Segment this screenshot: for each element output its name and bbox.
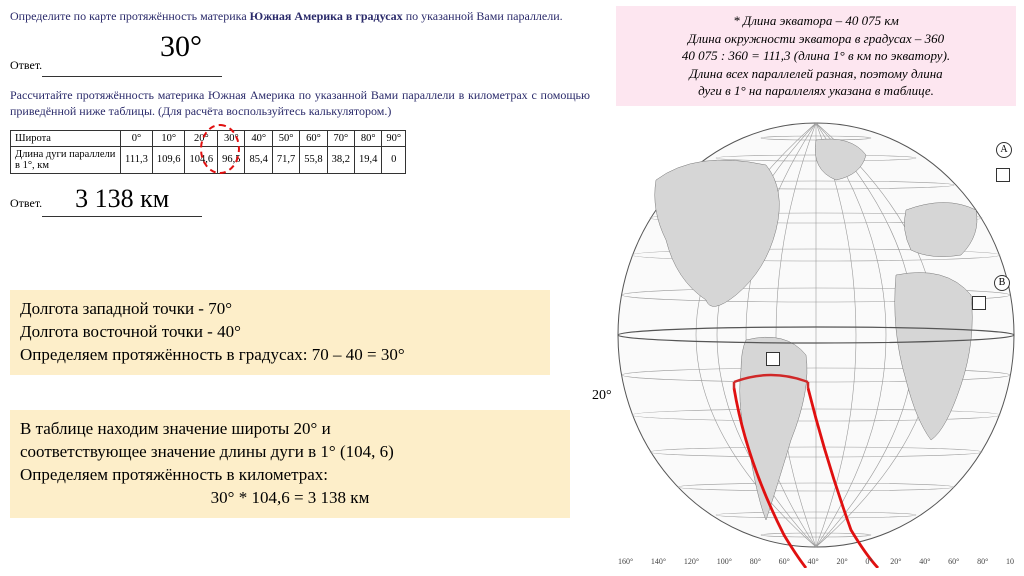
c7: 70°: [327, 130, 354, 146]
lon: 40°: [808, 557, 819, 566]
c3: 30°: [218, 130, 245, 146]
c1: 10°: [152, 130, 185, 146]
v9: 0: [382, 146, 406, 173]
answer1-label: Ответ.: [10, 58, 42, 73]
y1l2: Долгота восточной точки - 40°: [20, 321, 540, 344]
lon: 80°: [977, 557, 988, 566]
task1-text: Определите по карте протяжённость матери…: [10, 8, 590, 24]
v6: 55,8: [300, 146, 327, 173]
c6: 60°: [300, 130, 327, 146]
y1l3: Определяем протяжённость в градусах: 70 …: [20, 344, 540, 367]
c5: 50°: [272, 130, 299, 146]
lon: 60°: [948, 557, 959, 566]
left-column: Определите по карте протяжённость матери…: [10, 8, 590, 227]
y2l4: 30° * 104,6 = 3 138 км: [20, 487, 560, 510]
table-row: Широта 0° 10° 20° 30° 40° 50° 60° 70° 80…: [11, 130, 406, 146]
t1c: по указанной Вами параллели.: [403, 9, 563, 23]
lon-axis: 160° 140° 120° 100° 80° 60° 40° 20° 0° 2…: [618, 557, 1014, 566]
table-row: Длина дуги параллели в 1°, км 111,3 109,…: [11, 146, 406, 173]
task2-text: Рассчитайте протяжённость материка Южная…: [10, 87, 590, 119]
explain-box-1: Долгота западной точки - 70° Долгота вос…: [10, 290, 550, 375]
c9: 90°: [382, 130, 406, 146]
v7: 38,2: [327, 146, 354, 173]
v5: 71,7: [272, 146, 299, 173]
map-svg: [616, 120, 1016, 568]
v4: 85,4: [245, 146, 272, 173]
lon: 60°: [779, 557, 790, 566]
row2-label: Длина дуги параллели в 1°, км: [11, 146, 121, 173]
y2l2: соответствующее значение длины дуги в 1°…: [20, 441, 560, 464]
latitude-table: Широта 0° 10° 20° 30° 40° 50° 60° 70° 80…: [10, 130, 406, 174]
p4: Длина всех параллелей разная, поэтому дл…: [626, 65, 1006, 83]
world-map: А В 160° 140° 120° 100° 80° 60° 40° 20° …: [616, 120, 1016, 568]
y1l1: Долгота западной точки - 70°: [20, 298, 540, 321]
p5: дуги в 1° на параллелях указана в таблиц…: [626, 82, 1006, 100]
t1a: Определите по карте протяжённость матери…: [10, 9, 250, 23]
lon: 160°: [618, 557, 633, 566]
v8: 19,4: [354, 146, 381, 173]
t1b: Южная Америка в градусах: [250, 9, 403, 23]
answer2-value: 3 138 км: [42, 184, 202, 217]
marker-a-square: [996, 168, 1010, 182]
sa-marker-square: [766, 352, 780, 366]
v2: 104,6: [185, 146, 218, 173]
lon: 10: [1006, 557, 1014, 566]
answer1-row: Ответ.: [10, 58, 590, 77]
lon: 100°: [717, 557, 732, 566]
v3: 96,5: [218, 146, 245, 173]
answer-30-deg: 30°: [160, 30, 202, 64]
lat-20-label: 20°: [592, 388, 612, 404]
c0: 0°: [121, 130, 153, 146]
c2: 20°: [185, 130, 218, 146]
equator-info-box: * Длина экватора – 40 075 км Длина окруж…: [616, 6, 1016, 106]
lon: 120°: [684, 557, 699, 566]
marker-b-circle: В: [994, 275, 1010, 291]
p1: * Длина экватора – 40 075 км: [626, 12, 1006, 30]
v1: 109,6: [152, 146, 185, 173]
p3: 40 075 : 360 = 111,3 (длина 1° в км по э…: [626, 47, 1006, 65]
marker-a-circle: А: [996, 142, 1012, 158]
lon: 140°: [651, 557, 666, 566]
c8: 80°: [354, 130, 381, 146]
row1-label: Широта: [11, 130, 121, 146]
lon: 20°: [836, 557, 847, 566]
y2l3: Определяем протяжённость в километрах:: [20, 464, 560, 487]
marker-b-square: [972, 296, 986, 310]
lon: 40°: [919, 557, 930, 566]
explain-box-2: В таблице находим значение широты 20° и …: [10, 410, 570, 518]
lon: 0°: [865, 557, 872, 566]
answer2-label: Ответ.: [10, 196, 42, 211]
lon: 20°: [890, 557, 901, 566]
v0: 111,3: [121, 146, 153, 173]
c4: 40°: [245, 130, 272, 146]
table-wrap: Широта 0° 10° 20° 30° 40° 50° 60° 70° 80…: [10, 130, 590, 174]
p2: Длина окружности экватора в градусах – 3…: [626, 30, 1006, 48]
lon: 80°: [750, 557, 761, 566]
y2l1: В таблице находим значение широты 20° и: [20, 418, 560, 441]
answer2-row: Ответ. 3 138 км: [10, 184, 590, 217]
